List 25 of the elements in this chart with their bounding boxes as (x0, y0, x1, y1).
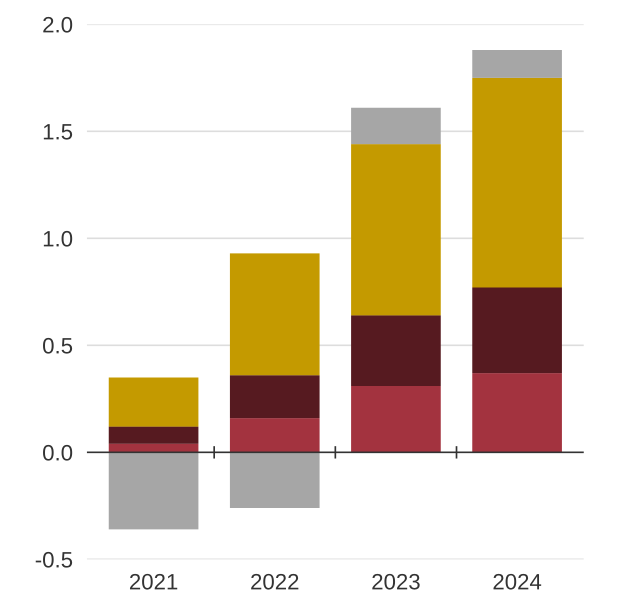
y-tick-label: 1.0 (44, 230, 72, 247)
y-tick-label: 1.5 (44, 124, 72, 140)
x-tick-label: 2022 (251, 574, 298, 590)
bar (230, 375, 320, 418)
bar (230, 253, 320, 376)
y-tick-label: 0.0 (43, 444, 72, 461)
bar (351, 315, 441, 386)
bar (351, 108, 441, 144)
bar (108, 377, 198, 427)
x-tick-label: 2023 (372, 574, 420, 590)
y-tick-label: 0.5 (43, 338, 72, 354)
x-tick-label: 2024 (494, 574, 542, 590)
bar (351, 144, 441, 316)
bar (351, 386, 441, 452)
bar (472, 373, 562, 452)
bar (230, 418, 320, 452)
y-tick-label: 2.0 (43, 16, 72, 33)
bar (472, 78, 562, 288)
bar (472, 50, 562, 78)
bar (108, 426, 198, 444)
bar (230, 452, 320, 508)
x-tick-label: 2021 (130, 574, 178, 590)
bar (108, 452, 198, 530)
y-tick-label: -0.5 (36, 552, 72, 568)
bar (472, 288, 562, 374)
